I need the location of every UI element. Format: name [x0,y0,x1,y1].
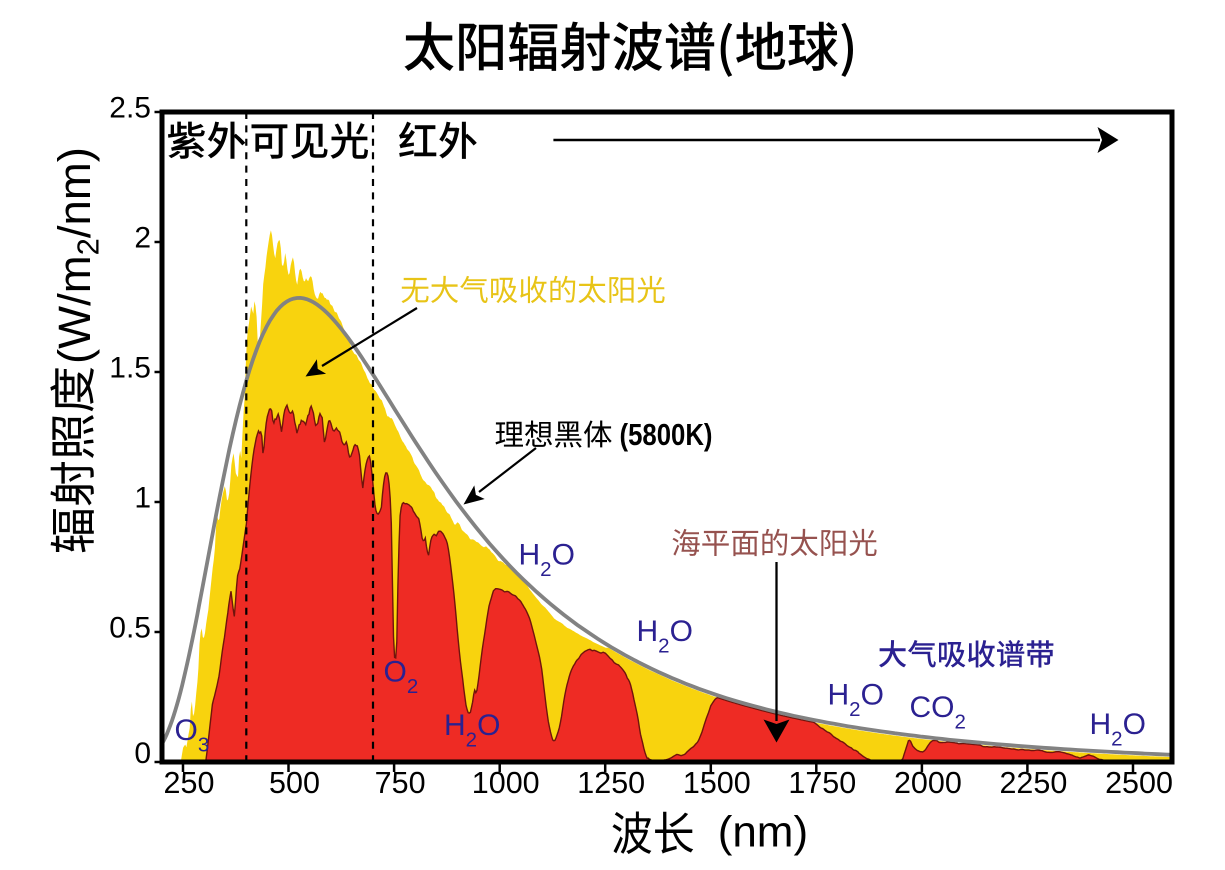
svg-text:0: 0 [134,737,151,770]
svg-text:O2: O2 [384,656,419,699]
svg-text:(nm): (nm) [718,808,808,857]
svg-text:750: 750 [375,766,426,800]
svg-text:(5800K): (5800K) [620,418,713,452]
svg-text:H2O: H2O [444,709,500,752]
svg-text:2250: 2250 [999,766,1067,800]
svg-text:H2O: H2O [1090,708,1146,751]
svg-text:2.5: 2.5 [109,91,151,124]
svg-text:1: 1 [134,481,151,514]
svg-text:2500: 2500 [1105,766,1173,800]
svg-text:1000: 1000 [472,766,540,800]
svg-text:2: 2 [134,221,151,254]
svg-text:H2O: H2O [828,679,884,722]
svg-text:500: 500 [269,766,320,800]
svg-text:O3: O3 [175,714,210,757]
svg-text:0.5: 0.5 [109,611,151,644]
svg-text:1750: 1750 [788,766,856,800]
svg-text:H2O: H2O [519,539,575,582]
svg-text:CO2: CO2 [910,691,966,734]
svg-text:1.5: 1.5 [109,351,151,384]
svg-text:(W/m2/nm): (W/m2/nm) [49,147,106,364]
svg-text:1250: 1250 [577,766,645,800]
svg-text:H2O: H2O [637,615,693,658]
svg-text:250: 250 [164,766,215,800]
svg-text:1500: 1500 [683,766,751,800]
svg-text:2000: 2000 [894,766,962,800]
